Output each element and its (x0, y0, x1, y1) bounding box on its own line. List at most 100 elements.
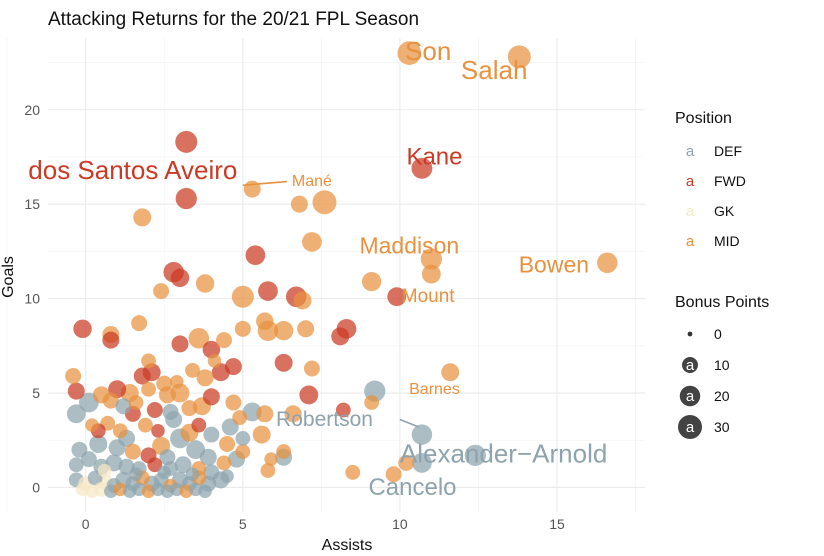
data-point-mid (597, 252, 618, 273)
data-point-def (235, 430, 251, 446)
data-point-fwd (146, 402, 163, 419)
data-point-gk (97, 463, 112, 478)
data-point-mid (397, 41, 422, 65)
position-legend-items: a DEF a FWD a GK a MID (686, 143, 746, 250)
point-label: Alexander−Arnold (400, 438, 607, 468)
y-tick-label: 0 (32, 479, 40, 495)
point-label: Robertson (276, 408, 373, 431)
data-point-fwd (175, 187, 197, 210)
data-point-mid (385, 466, 402, 483)
bonus-legend-label: 20 (714, 388, 730, 404)
data-point-mid (141, 353, 156, 369)
label-connectors (242, 180, 420, 428)
point-label: Barnes (409, 381, 460, 398)
bonus-legend-title: Bonus Points (675, 294, 769, 311)
label-connector (242, 180, 287, 187)
data-point-def (203, 426, 220, 443)
data-point-mid (85, 418, 99, 432)
data-point-fwd (245, 245, 266, 266)
bonus-legend-label: 0 (714, 326, 722, 342)
data-point-mid (293, 291, 312, 310)
position-key-glyph: a (686, 203, 695, 220)
data-point-mid (252, 425, 271, 444)
data-point-fwd (170, 268, 190, 288)
data-point-mid (231, 285, 254, 308)
data-point-mid (421, 264, 441, 284)
data-point-mid (112, 423, 128, 439)
data-point-fwd (274, 353, 293, 372)
position-key-glyph: a (686, 233, 695, 250)
data-point-fwd (202, 340, 221, 359)
data-point-mid (312, 190, 337, 215)
data-point-mid (364, 395, 380, 410)
data-point-def (220, 469, 234, 483)
data-point-def (185, 467, 200, 481)
data-point-fwd (202, 388, 220, 406)
data-point-def (412, 453, 432, 473)
data-point-fwd (151, 424, 165, 438)
point-label: Cancelo (368, 474, 456, 501)
bonus-legend-items: 0 a 10 a 20 a 30 (678, 326, 730, 439)
point-label: Mané (292, 173, 332, 190)
data-point-mid (290, 195, 308, 213)
data-point-mid (243, 180, 261, 198)
y-axis-label: Goals (0, 256, 17, 298)
data-point-def (199, 448, 217, 466)
data-point-mid (345, 464, 361, 480)
data-point-fwd (175, 130, 198, 153)
data-point-mid (264, 452, 278, 466)
data-point-def (68, 457, 84, 473)
x-tick-label: 15 (549, 516, 565, 532)
data-point-fwd (387, 287, 407, 307)
data-point-mid (398, 454, 415, 471)
bonus-legend-label: 10 (714, 357, 730, 373)
data-point-fwd (335, 402, 351, 418)
point-label: Mount (402, 286, 456, 307)
data-point-mid (284, 405, 302, 423)
data-point-mid (153, 283, 170, 300)
data-point-mid (361, 271, 382, 292)
data-point-fwd (171, 335, 189, 353)
data-point-def (464, 444, 486, 466)
data-point-fwd (258, 281, 278, 301)
data-point-fwd (331, 327, 350, 346)
data-point-fwd (147, 457, 163, 473)
bonus-key-circle (682, 357, 698, 373)
data-point-mid (274, 321, 294, 341)
data-point-mid (188, 328, 210, 349)
data-point-mid (170, 374, 184, 389)
data-point-fwd (191, 417, 207, 433)
data-point-def (108, 439, 126, 457)
data-point-def (66, 404, 86, 424)
data-point-fwd (133, 367, 151, 385)
position-legend-label: DEF (714, 143, 742, 159)
data-point-mid (234, 320, 251, 337)
data-point-mid (441, 363, 460, 382)
point-label: Son (405, 36, 451, 66)
axis-ticks: 0 5 10 15 0 5 10 15 20 (24, 102, 565, 532)
data-point-def (89, 435, 108, 454)
data-point-mid (65, 368, 82, 385)
bonus-key-circle (678, 415, 702, 439)
data-point-mid (219, 436, 236, 453)
data-point-mid (156, 375, 173, 392)
point-label: Maddison (359, 233, 459, 259)
data-point-mid (303, 360, 320, 377)
data-point-mid (133, 208, 152, 227)
legend: Position a DEF a FWD a GK a MID Bonus Points 0 a… (675, 110, 769, 439)
data-point-def (198, 484, 212, 498)
x-axis-label: Assists (322, 537, 373, 554)
point-label: Salah (461, 55, 528, 85)
bonus-key-glyph: a (686, 419, 695, 436)
data-point-mid (235, 444, 251, 459)
position-key-glyph: a (686, 143, 695, 160)
data-point-fwd (299, 385, 319, 405)
data-point-mid (124, 443, 141, 460)
bonus-key-circle (679, 385, 701, 407)
data-point-mid (225, 394, 242, 411)
data-point-mid (137, 417, 153, 433)
chart-title: Attacking Returns for the 20/21 FPL Seas… (48, 9, 419, 30)
y-tick-label: 20 (24, 102, 40, 118)
bonus-key-glyph: a (686, 357, 695, 374)
